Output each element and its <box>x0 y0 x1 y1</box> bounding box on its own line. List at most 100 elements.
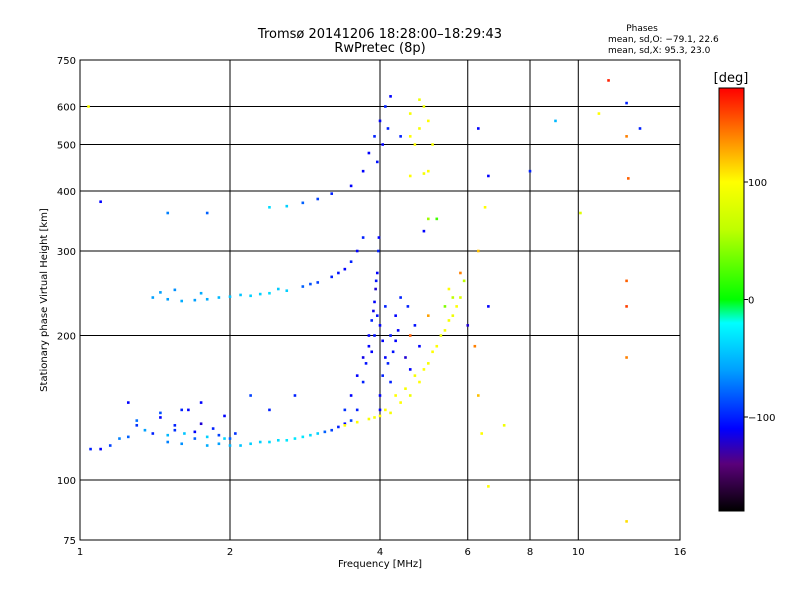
echo-point <box>205 211 209 215</box>
echo-point <box>480 432 484 435</box>
echo-point <box>426 169 430 173</box>
echo-point <box>285 438 289 442</box>
echo-point <box>579 211 582 215</box>
echo-point <box>528 169 532 173</box>
legend-line-o: mean, sd,O: −79.1, 22.6 <box>608 35 719 45</box>
echo-point <box>375 160 379 164</box>
echo-point <box>355 249 359 253</box>
echo-point <box>193 298 197 302</box>
phase-legend: Phases mean, sd,O: −79.1, 22.6 mean, sd,… <box>608 24 719 56</box>
echo-point <box>367 417 371 421</box>
echo-point <box>404 387 407 390</box>
y-tick-label: 300 <box>57 247 76 258</box>
echo-point <box>301 435 305 439</box>
echo-point <box>361 356 365 359</box>
echo-point <box>408 174 412 178</box>
echo-point <box>151 296 155 299</box>
echo-point <box>367 151 371 155</box>
echo-point <box>217 296 221 299</box>
echo-point <box>396 329 400 332</box>
echo-point <box>399 296 402 299</box>
echo-point <box>355 374 359 377</box>
echo-point <box>374 287 377 291</box>
echo-point <box>337 425 340 429</box>
colorbar-tick-label: 100 <box>748 178 767 189</box>
echo-point <box>435 344 439 348</box>
echo-point <box>316 281 320 284</box>
echo-point <box>384 356 387 359</box>
echo-point <box>426 119 430 123</box>
echo-point <box>406 305 410 308</box>
echo-point <box>422 229 426 233</box>
colorbar-scale <box>718 87 745 512</box>
y-axis-label: Stationary phase Virtual Height [km] <box>39 208 50 392</box>
echo-point <box>477 394 480 397</box>
y-tick-label: 75 <box>63 536 76 547</box>
echo-point <box>126 435 130 439</box>
x-axis-label: Frequency [MHz] <box>338 559 422 570</box>
echo-point <box>183 432 186 435</box>
echo-point <box>389 95 392 98</box>
echo-point <box>166 297 170 301</box>
echo-point <box>625 520 628 523</box>
y-axis: 75 100 200 300 400 500 600 750 <box>57 56 76 547</box>
echo-point <box>386 362 390 365</box>
echo-point <box>373 300 376 304</box>
echo-point <box>466 324 470 327</box>
x-tick-label: 8 <box>527 547 533 558</box>
echo-point <box>249 294 252 298</box>
echo-point <box>373 334 376 337</box>
echo-point <box>316 432 320 435</box>
echo-point <box>217 442 221 446</box>
echo-point <box>361 169 365 173</box>
echo-point <box>370 319 374 322</box>
x-tick-label: 2 <box>227 547 233 558</box>
echo-point <box>301 201 305 205</box>
echo-point <box>455 305 458 308</box>
echo-point <box>349 419 353 422</box>
echo-point <box>426 314 430 317</box>
echo-point <box>223 414 226 418</box>
echo-point <box>234 432 237 435</box>
echo-point <box>443 329 447 332</box>
echo-point <box>377 236 381 239</box>
echo-point <box>239 444 242 447</box>
echo-point <box>180 299 184 303</box>
echo-point <box>426 217 430 221</box>
x-tick-label: 16 <box>674 547 687 558</box>
echo-point <box>355 420 359 424</box>
echo-point <box>337 271 340 275</box>
echo-point <box>323 430 327 434</box>
echo-point <box>151 432 155 435</box>
echo-point <box>361 236 365 239</box>
echo-point <box>451 314 455 317</box>
echo-point <box>228 295 232 298</box>
echo-point <box>394 314 397 317</box>
echo-point <box>431 350 434 354</box>
echo-point <box>99 447 102 451</box>
echo-point <box>439 334 443 337</box>
echo-point <box>408 334 412 337</box>
echo-point <box>135 419 139 422</box>
echo-point <box>258 440 262 444</box>
echo-point <box>330 192 334 195</box>
echo-point <box>378 324 382 327</box>
y-tick-label: 600 <box>57 103 76 114</box>
x-tick-label: 4 <box>377 547 383 558</box>
echo-point <box>180 442 184 446</box>
echo-point <box>367 344 371 348</box>
echo-point <box>418 98 421 101</box>
x-tick-label: 6 <box>465 547 471 558</box>
echo-point <box>426 362 430 365</box>
echo-point <box>391 350 395 354</box>
echo-point <box>173 288 177 292</box>
echo-point <box>199 401 203 404</box>
echo-point <box>625 356 628 359</box>
echo-point <box>625 135 628 138</box>
echo-point <box>370 350 374 354</box>
echo-point <box>285 289 289 292</box>
echo-point <box>349 184 353 188</box>
echo-point <box>418 344 421 348</box>
echo-point <box>607 79 610 82</box>
